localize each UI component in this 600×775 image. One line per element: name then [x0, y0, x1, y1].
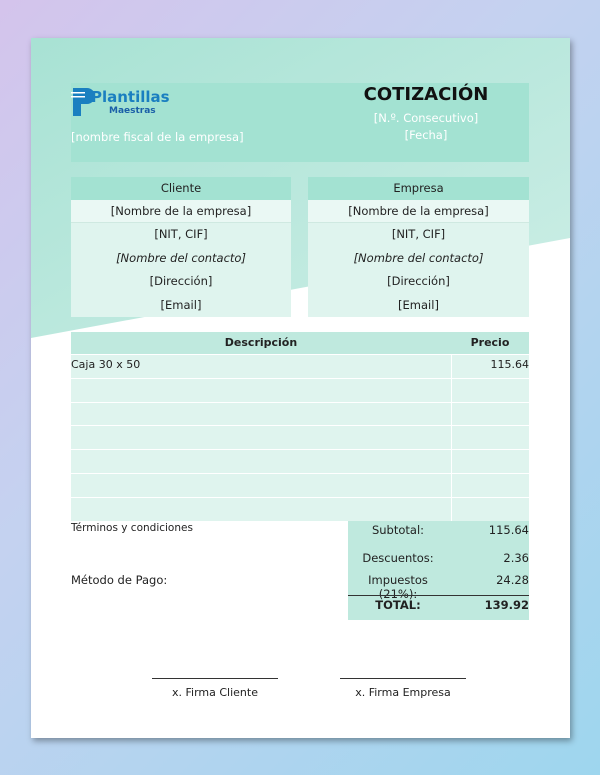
terms-label: Términos y condiciones: [71, 522, 193, 534]
client-tax-id: [NIT, CIF]: [71, 223, 291, 246]
total-label: TOTAL:: [348, 598, 448, 612]
company-signature-label: x. Firma Empresa: [340, 686, 466, 699]
item-description: Caja 30 x 50: [71, 355, 451, 378]
company-email: [Email]: [308, 294, 529, 317]
logo: Plantillas Maestras: [71, 84, 181, 118]
discount-label: Descuentos:: [348, 551, 448, 565]
description-header: Descripción: [71, 332, 451, 354]
client-address: [Dirección]: [71, 270, 291, 293]
quote-date: [Fecha]: [351, 128, 501, 142]
item-description: [71, 498, 451, 521]
item-description: [71, 474, 451, 497]
svg-text:Maestras: Maestras: [109, 106, 156, 116]
item-price: [451, 474, 529, 497]
company-tax-id: [NIT, CIF]: [308, 223, 529, 246]
item-price: [451, 498, 529, 521]
client-heading: Cliente: [71, 177, 291, 200]
company-name: [Nombre de la empresa]: [308, 200, 529, 223]
table-header: Descripción Precio: [71, 332, 529, 354]
item-price: 115.64: [451, 355, 529, 378]
table-row: [71, 497, 529, 521]
item-price: [451, 403, 529, 426]
client-card: Cliente [Nombre de la empresa] [NIT, CIF…: [71, 177, 291, 317]
items-table: Descripción Precio Caja 30 x 50115.64: [71, 332, 529, 521]
table-row: [71, 425, 529, 449]
total-value: 139.92: [485, 598, 529, 612]
company-address: [Dirección]: [308, 270, 529, 293]
table-row: [71, 378, 529, 402]
item-price: [451, 426, 529, 449]
quotation-page: Plantillas Maestras [nombre fiscal de la…: [31, 38, 570, 738]
company-signature-line: [340, 678, 466, 679]
client-signature-label: x. Firma Cliente: [152, 686, 278, 699]
document-title: COTIZACIÓN: [351, 84, 501, 105]
table-row: [71, 473, 529, 497]
svg-text:Plantillas: Plantillas: [91, 88, 170, 106]
quote-number: [N.º. Consecutivo]: [351, 111, 501, 125]
company-contact: [Nombre del contacto]: [308, 247, 529, 270]
table-row: [71, 449, 529, 473]
discount-value: 2.36: [503, 551, 529, 565]
item-description: [71, 426, 451, 449]
client-email: [Email]: [71, 294, 291, 317]
subtotal-label: Subtotal:: [348, 523, 448, 537]
client-company: [Nombre de la empresa]: [71, 200, 291, 223]
payment-method-label: Método de Pago:: [71, 573, 167, 587]
item-description: [71, 450, 451, 473]
subtotal-value: 115.64: [489, 523, 529, 537]
client-contact: [Nombre del contacto]: [71, 247, 291, 270]
company-heading: Empresa: [308, 177, 529, 200]
table-row: [71, 402, 529, 426]
table-row: Caja 30 x 50115.64: [71, 354, 529, 378]
item-price: [451, 450, 529, 473]
tax-value: 24.28: [496, 573, 529, 587]
tax-label: Impuestos (21%):: [348, 573, 448, 601]
item-description: [71, 379, 451, 402]
item-description: [71, 403, 451, 426]
total-divider: [348, 595, 529, 596]
item-price: [451, 379, 529, 402]
company-card: Empresa [Nombre de la empresa] [NIT, CIF…: [308, 177, 529, 317]
totals-box: Subtotal: 115.64 Descuentos: 2.36 Impues…: [348, 521, 529, 620]
company-fiscal-name: [nombre fiscal de la empresa]: [71, 130, 244, 144]
price-header: Precio: [451, 332, 529, 354]
client-signature-line: [152, 678, 278, 679]
